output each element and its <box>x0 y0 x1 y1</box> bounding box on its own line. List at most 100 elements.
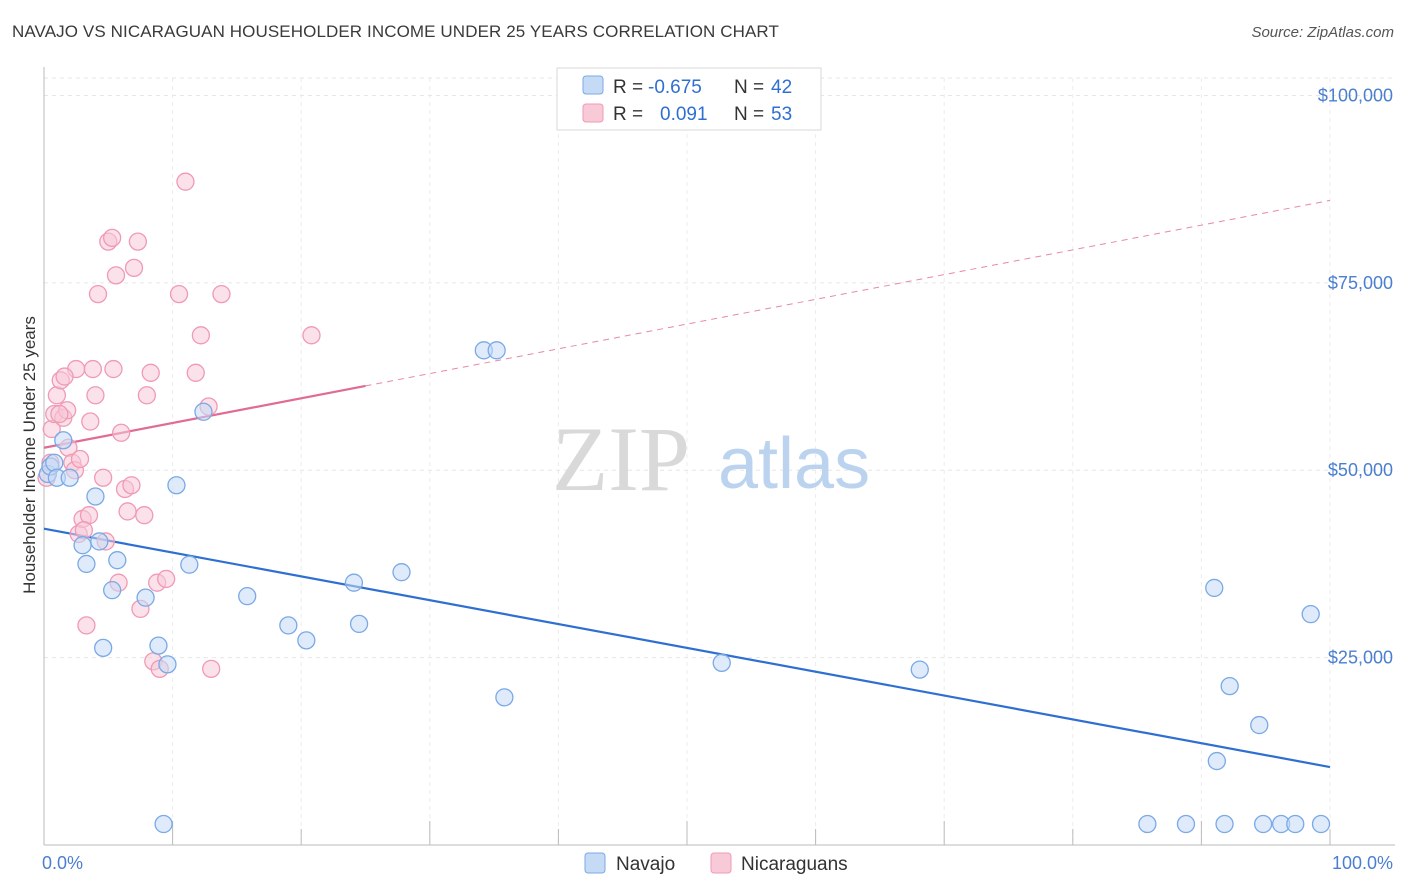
point-navajo <box>77 554 96 574</box>
point-navajo <box>194 402 213 421</box>
nicaraguans-n-label: N = <box>734 104 764 125</box>
point-navajo <box>167 476 186 495</box>
point-navajo <box>1286 814 1305 834</box>
point-nicaraguans <box>50 404 69 424</box>
point-navajo <box>238 587 257 606</box>
point-nicaraguans <box>141 363 160 382</box>
y-tick-labels: $25,000 $50,000 $75,000 $100,000 <box>1318 85 1393 667</box>
point-navajo <box>1220 676 1239 696</box>
point-navajo <box>1311 814 1331 834</box>
nicaraguans-swatch <box>582 103 604 123</box>
y-tick-label: $25,000 <box>1328 648 1393 668</box>
navajo-r-value: -0.675 <box>648 77 702 98</box>
navajo-n-value: 42 <box>771 77 792 98</box>
point-nicaraguans <box>128 232 148 251</box>
trend-line-extension-nicaraguans <box>365 199 1331 387</box>
source-label: Source: ZipAtlas.com <box>1251 24 1394 41</box>
axes <box>43 67 1395 846</box>
point-nicaraguans <box>83 359 103 379</box>
x-tick-labels: 0.0% 100.0% <box>42 853 1393 873</box>
point-nicaraguans <box>81 412 100 431</box>
series-legend: Navajo Nicaraguans <box>584 852 848 875</box>
nicaraguans-r-value: 0.091 <box>660 104 708 125</box>
point-navajo <box>349 614 369 634</box>
point-navajo <box>54 431 73 450</box>
point-navajo <box>297 631 316 650</box>
point-nicaraguans <box>103 228 122 248</box>
chart-title: NAVAJO VS NICARAGUAN HOUSEHOLDER INCOME … <box>12 22 779 41</box>
point-nicaraguans <box>88 284 108 304</box>
legend-navajo-label: Navajo <box>616 854 675 875</box>
point-navajo <box>1205 578 1224 598</box>
point-nicaraguans <box>122 476 141 495</box>
watermark: ZIP atlas <box>552 408 870 510</box>
point-navajo <box>279 616 298 635</box>
navajo-r-label: R = <box>613 77 643 98</box>
point-navajo <box>1176 814 1196 834</box>
point-nicaraguans <box>191 326 211 345</box>
y-tick-label: $50,000 <box>1328 460 1393 480</box>
point-navajo <box>910 660 929 679</box>
point-nicaraguans <box>302 326 321 345</box>
point-navajo <box>487 341 506 360</box>
point-nicaraguans <box>118 502 137 521</box>
legend-navajo-swatch <box>584 852 606 874</box>
x-tick-left: 0.0% <box>42 853 83 873</box>
point-nicaraguans <box>106 266 126 285</box>
point-navajo <box>1215 814 1234 834</box>
point-nicaraguans <box>176 172 195 191</box>
point-nicaraguans <box>112 423 131 442</box>
watermark-zip: ZIP <box>552 408 690 510</box>
navajo-n-label: N = <box>734 77 764 98</box>
point-navajo <box>136 588 155 607</box>
point-navajo <box>108 551 127 570</box>
point-navajo <box>1253 814 1273 834</box>
point-nicaraguans <box>124 258 144 278</box>
point-nicaraguans <box>86 386 105 405</box>
point-nicaraguans <box>55 367 74 386</box>
point-navajo <box>180 555 199 574</box>
point-navajo <box>1207 751 1226 771</box>
point-nicaraguans <box>94 468 113 487</box>
point-navajo <box>94 638 113 658</box>
point-navajo <box>90 532 109 551</box>
point-navajo <box>1250 715 1269 735</box>
point-nicaraguans <box>186 363 205 382</box>
point-navajo <box>73 536 92 555</box>
point-navajo <box>344 573 364 592</box>
point-nicaraguans <box>157 569 176 589</box>
point-nicaraguans <box>77 616 96 635</box>
point-nicaraguans <box>212 284 231 304</box>
point-navajo <box>149 636 168 655</box>
point-navajo <box>1138 814 1157 834</box>
point-navajo <box>45 453 64 472</box>
point-nicaraguans <box>135 506 154 525</box>
nicaraguans-r-label: R = <box>613 104 643 125</box>
watermark-atlas: atlas <box>718 424 870 504</box>
legend-nicaraguans-swatch <box>710 852 732 874</box>
point-navajo <box>154 814 173 834</box>
point-navajo <box>60 468 79 487</box>
point-navajo <box>158 655 177 674</box>
point-navajo <box>86 487 105 506</box>
point-nicaraguans <box>70 449 90 469</box>
legend-nicaraguans-label: Nicaraguans <box>741 854 848 875</box>
navajo-swatch <box>582 75 604 95</box>
data-points <box>37 172 1331 834</box>
point-nicaraguans <box>104 359 123 379</box>
y-axis-label: Householder Income Under 25 years <box>20 316 39 594</box>
nicaraguans-n-value: 53 <box>771 104 792 125</box>
point-nicaraguans <box>47 386 67 405</box>
point-navajo <box>103 581 122 600</box>
y-tick-label: $75,000 <box>1328 273 1393 293</box>
y-tick-label: $100,000 <box>1318 85 1393 105</box>
point-nicaraguans <box>137 386 157 405</box>
point-nicaraguans <box>169 284 189 304</box>
stats-legend: R = -0.675 N = 42 R = 0.091 N = 53 <box>556 67 822 131</box>
point-navajo <box>495 688 514 707</box>
point-nicaraguans <box>202 659 221 679</box>
point-navajo <box>392 563 411 582</box>
point-navajo <box>712 653 731 673</box>
x-tick-right: 100.0% <box>1332 853 1393 873</box>
